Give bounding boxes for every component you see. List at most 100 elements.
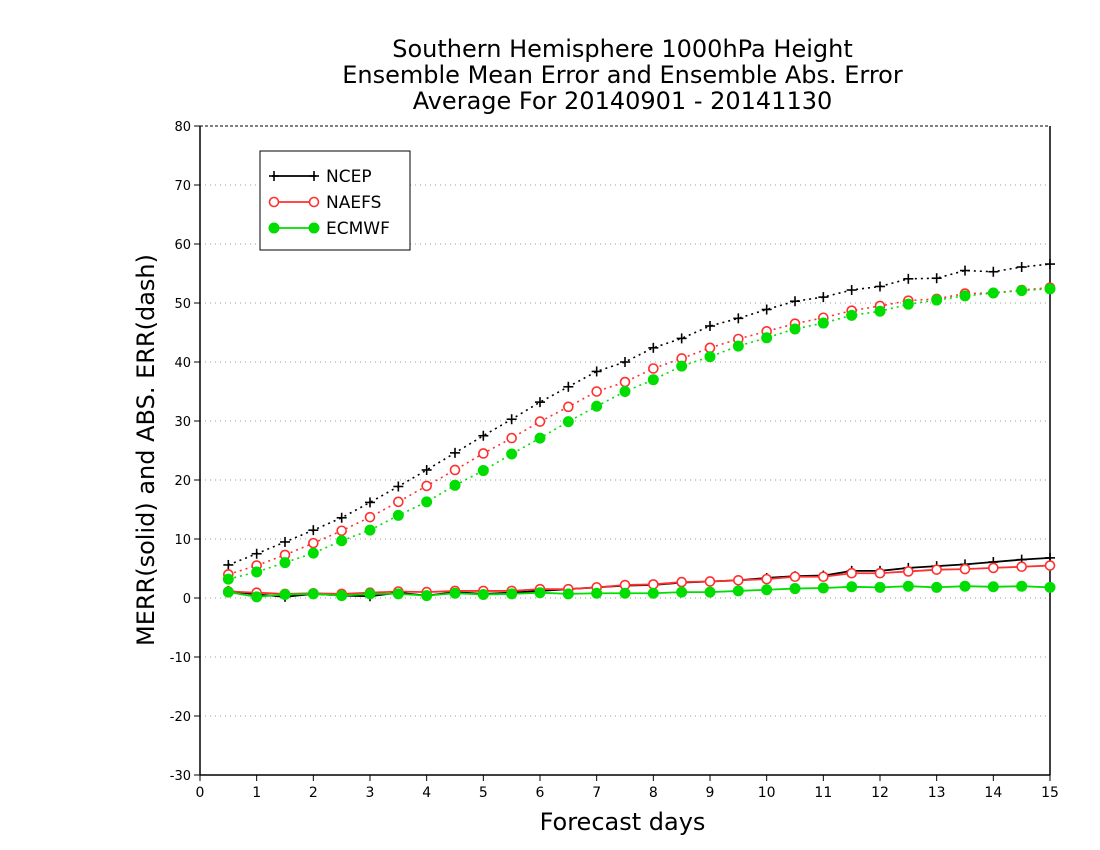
legend-box	[259, 150, 411, 251]
point-ecmwf-mean-err	[222, 586, 234, 598]
point-ecmwf-abs-err	[477, 465, 489, 477]
point-ecmwf-mean-err	[392, 588, 404, 600]
point-naefs-abs-err	[534, 416, 546, 427]
point-ncep-abs-err	[223, 559, 234, 570]
series-ecmwf-mean-err-line	[228, 585, 1051, 598]
point-naefs-abs-err	[364, 511, 376, 523]
point-ncep-abs-err	[1045, 259, 1055, 270]
point-ncep-abs-err	[761, 304, 772, 315]
point-ecmwf-mean-err	[647, 587, 659, 599]
point-ecmwf-abs-err	[591, 400, 603, 412]
point-ncep-abs-err	[478, 430, 489, 441]
y-axis-label: MERR(solid) and ABS. ERR(dash)	[132, 254, 160, 646]
point-ecmwf-abs-err	[874, 305, 886, 317]
point-naefs-mean-err	[1016, 561, 1027, 573]
point-ecmwf-mean-err	[364, 588, 376, 600]
point-ecmwf-mean-err	[789, 583, 801, 595]
x-axis-label: Forecast days	[539, 808, 706, 836]
point-naefs-abs-err	[336, 525, 347, 537]
series-naefs-abs-err-line	[228, 286, 1051, 576]
point-ncep-abs-err	[506, 414, 517, 425]
point-ncep-abs-err	[251, 548, 262, 559]
x-tick-label: 4	[422, 785, 431, 801]
point-ncep-abs-err	[1016, 262, 1027, 273]
point-ecmwf-mean-err	[874, 581, 886, 593]
point-naefs-abs-err	[704, 342, 716, 354]
series-ncep-abs-err-line	[228, 263, 1051, 566]
x-tick-label: 3	[366, 785, 375, 801]
x-tick-label: 12	[871, 785, 889, 801]
legend-marker-naefs	[268, 196, 280, 208]
legend-marker-ecmwf	[268, 222, 280, 234]
x-tick-label: 11	[814, 785, 832, 801]
point-ncep-abs-err	[365, 497, 375, 508]
point-ecmwf-abs-err	[562, 416, 574, 428]
point-ncep-abs-err	[336, 512, 347, 523]
point-ecmwf-mean-err	[846, 581, 858, 593]
series-naefs-mean-err-line	[228, 564, 1051, 595]
point-naefs-mean-err	[903, 566, 914, 577]
point-naefs-mean-err	[874, 567, 886, 579]
point-ecmwf-mean-err	[931, 581, 943, 593]
point-ecmwf-abs-err	[307, 547, 319, 559]
point-ecmwf-abs-err	[987, 287, 999, 299]
point-ecmwf-mean-err	[251, 591, 263, 603]
y-tick-label: 60	[174, 238, 191, 253]
legend-marker-ecmwf	[308, 222, 320, 234]
point-naefs-abs-err	[591, 386, 602, 397]
point-ncep-abs-err	[393, 481, 404, 492]
point-ecmwf-mean-err	[449, 587, 461, 599]
point-ecmwf-abs-err	[506, 448, 518, 460]
y-tick-label: -10	[170, 651, 191, 666]
chart-title-line-2: Ensemble Mean Error and Ensemble Abs. Er…	[342, 61, 903, 89]
point-ecmwf-abs-err	[732, 340, 744, 352]
y-tick-label: 80	[174, 120, 191, 135]
point-ecmwf-abs-err	[789, 323, 801, 335]
point-ecmwf-abs-err	[534, 432, 546, 444]
point-ecmwf-abs-err	[251, 566, 263, 578]
y-tick-label: 40	[174, 356, 191, 371]
x-tick-label: 9	[706, 785, 715, 801]
point-ncep-abs-err	[535, 397, 545, 408]
point-ncep-abs-err	[591, 366, 602, 377]
x-tick-label: 8	[649, 785, 658, 801]
point-naefs-mean-err	[648, 579, 659, 590]
point-ecmwf-abs-err	[392, 509, 404, 521]
point-naefs-abs-err	[308, 537, 319, 549]
point-ecmwf-mean-err	[477, 588, 489, 600]
point-ecmwf-mean-err	[761, 584, 773, 596]
point-naefs-mean-err	[761, 573, 772, 585]
legend-marker-naefs	[308, 196, 320, 208]
point-ecmwf-mean-err	[336, 590, 348, 602]
point-ncep-abs-err	[988, 266, 999, 277]
point-ecmwf-abs-err	[449, 479, 461, 491]
point-ncep-abs-err	[421, 464, 432, 475]
y-tick-label: 0	[183, 592, 191, 607]
point-naefs-mean-err	[818, 571, 829, 583]
chart-title-line-1: Southern Hemisphere 1000hPa Height	[392, 35, 853, 63]
x-tick-label: 7	[592, 785, 601, 801]
point-ncep-abs-err	[931, 273, 942, 284]
point-ecmwf-abs-err	[421, 496, 433, 508]
series-ecmwf-abs-err-line	[228, 288, 1051, 580]
point-naefs-mean-err	[931, 564, 942, 575]
x-tick-label: 2	[309, 785, 318, 801]
point-ecmwf-abs-err	[647, 374, 659, 386]
point-naefs-abs-err	[421, 480, 432, 492]
point-ncep-abs-err	[846, 285, 857, 296]
point-ecmwf-mean-err	[619, 587, 631, 599]
point-naefs-mean-err	[789, 571, 801, 583]
point-ncep-abs-err	[818, 292, 829, 303]
y-tick-label: 30	[174, 415, 191, 430]
point-naefs-mean-err	[988, 562, 999, 574]
point-ecmwf-abs-err	[931, 294, 943, 306]
point-ecmwf-abs-err	[959, 290, 971, 302]
point-ecmwf-mean-err	[591, 587, 603, 599]
point-ecmwf-mean-err	[704, 586, 716, 598]
legend-label-ncep: NCEP	[326, 167, 372, 187]
point-ecmwf-mean-err	[562, 588, 574, 600]
point-naefs-mean-err	[1044, 560, 1056, 571]
point-ncep-abs-err	[563, 381, 574, 392]
point-ecmwf-mean-err	[732, 585, 744, 597]
